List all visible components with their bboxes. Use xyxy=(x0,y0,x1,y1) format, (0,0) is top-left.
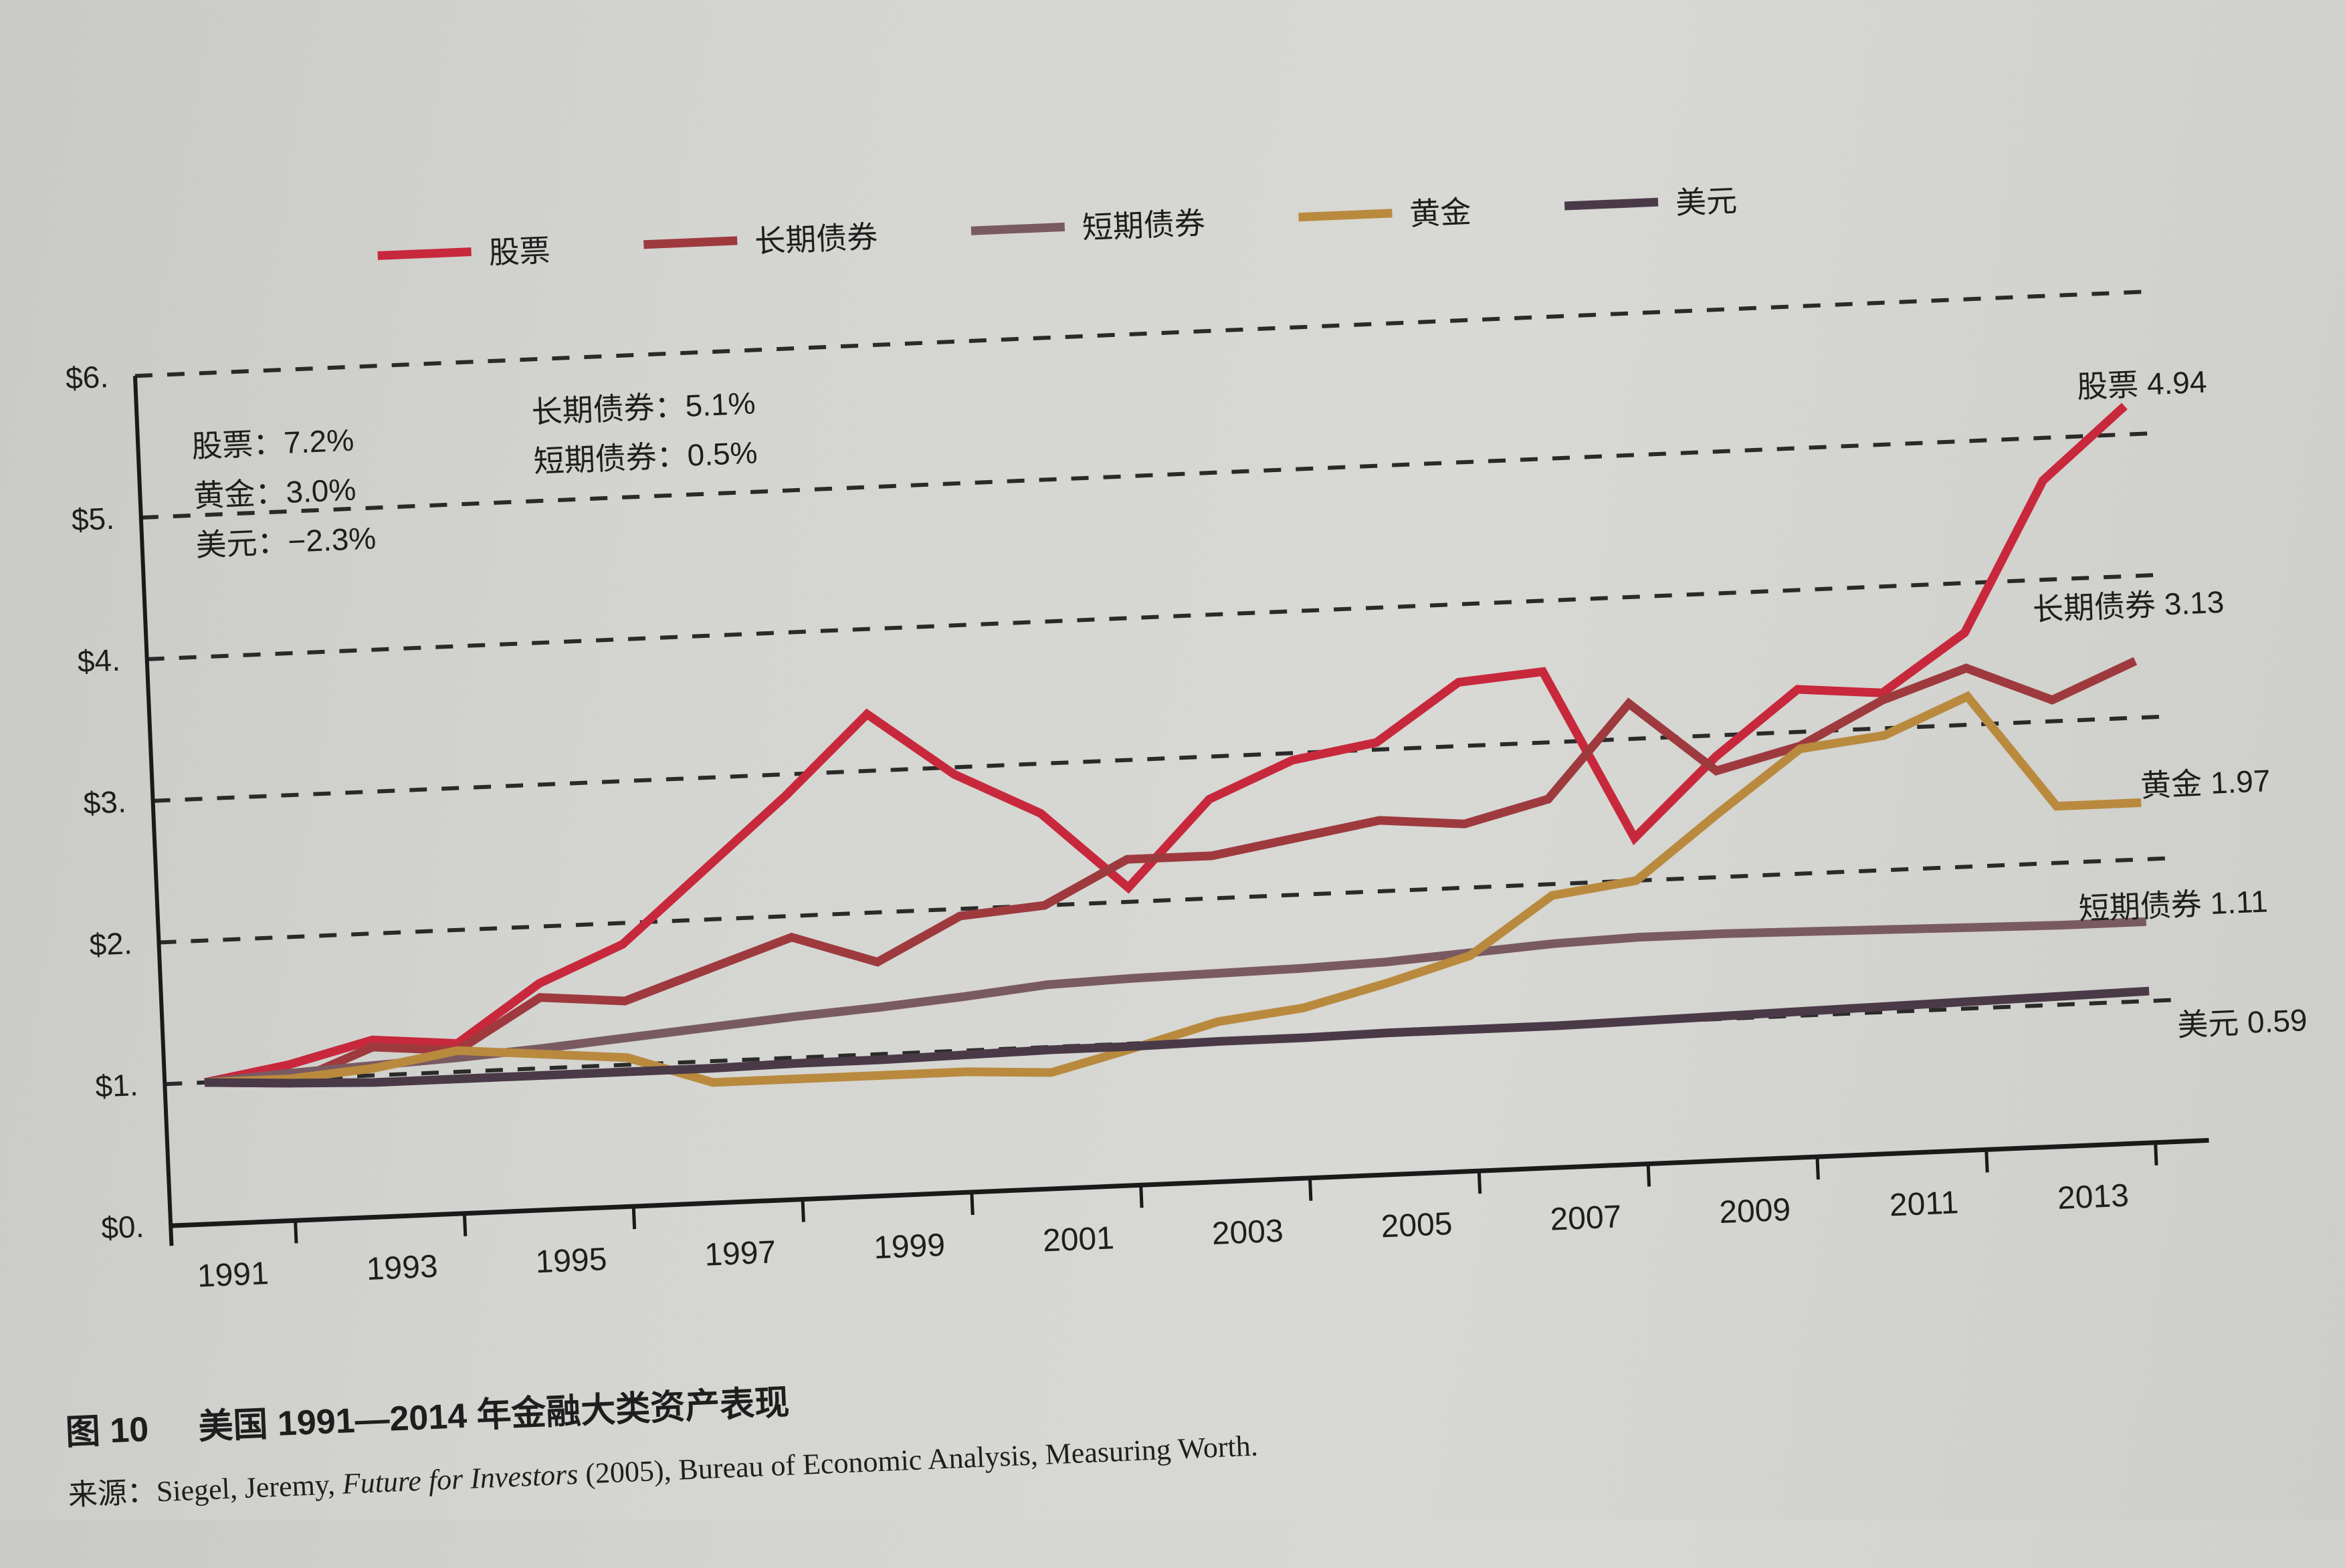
x-tick-label: 2013 xyxy=(2056,1178,2130,1216)
x-tick-label: 1993 xyxy=(365,1248,439,1287)
series-line-美元 xyxy=(205,986,2150,1088)
series-line-长期债券 xyxy=(205,657,2138,1088)
axes xyxy=(132,376,2209,1246)
x-tick-label: 2011 xyxy=(1888,1185,1960,1224)
x-tick-label: 1997 xyxy=(704,1234,777,1273)
gridlines xyxy=(134,289,2183,1087)
x-tick-label: 2007 xyxy=(1549,1199,1623,1238)
x-tick-mark xyxy=(1984,1149,1989,1173)
x-tick-label: 2003 xyxy=(1211,1213,1284,1252)
end-label-usd: 美元 0.59 xyxy=(2176,1002,2308,1043)
x-tick-mark xyxy=(462,1213,468,1236)
x-axis-line xyxy=(171,1137,2209,1228)
y-axis-line xyxy=(132,376,174,1246)
x-tick-mark xyxy=(1646,1163,1651,1187)
annotation-right: 长期债券：5.1% 短期债券：0.5% xyxy=(530,378,758,487)
x-tick-mark xyxy=(1477,1171,1482,1194)
figure-number: 图 10 xyxy=(64,1410,150,1452)
x-tick-mark xyxy=(631,1206,637,1230)
gridline xyxy=(140,431,2160,520)
series-lines xyxy=(203,403,2150,1088)
y-tick-label: $0. xyxy=(100,1208,145,1246)
x-tick-label: 2001 xyxy=(1042,1220,1115,1259)
series-line-黄金 xyxy=(204,691,2142,1087)
x-tick-label: 1991 xyxy=(196,1256,270,1295)
y-tick-label: $4. xyxy=(76,642,121,679)
annotation-gold-rate: 黄金：3.0% xyxy=(193,471,357,514)
annotation-stocks-rate: 股票：7.2% xyxy=(191,422,355,464)
annotation-long-bond-rate: 长期债券：5.1% xyxy=(530,385,756,430)
end-label-short-bonds: 短期债券 1.11 xyxy=(2077,883,2269,927)
x-tick-mark xyxy=(1139,1185,1144,1208)
y-tick-label: $3. xyxy=(82,784,127,821)
annotation-short-bond-rate: 短期债券：0.5% xyxy=(532,435,758,479)
x-tick-label: 1995 xyxy=(534,1241,608,1280)
end-label-long-bonds: 长期债券 3.13 xyxy=(2031,584,2225,627)
source-book-title: Future for Investors xyxy=(341,1457,579,1500)
x-tick-mark xyxy=(1815,1156,1820,1180)
series-line-股票 xyxy=(203,403,2128,1087)
y-tick-label: $5. xyxy=(70,500,115,538)
gridline xyxy=(159,856,2177,945)
gridline xyxy=(152,714,2172,803)
y-tick-label: $2. xyxy=(88,925,133,962)
x-tick-mark xyxy=(970,1192,975,1216)
end-label-stocks: 股票 4.94 xyxy=(2076,364,2208,405)
x-tick-label: 2005 xyxy=(1380,1206,1453,1245)
x-tick-label: 1999 xyxy=(873,1227,946,1266)
y-tick-label: $6. xyxy=(64,358,110,396)
gridline xyxy=(134,289,2154,378)
x-tick-label: 2009 xyxy=(1718,1192,1792,1231)
annotation-left: 股票：7.2% 黄金：3.0% 美元：−2.3% xyxy=(191,415,377,570)
y-tick-label: $1. xyxy=(94,1067,139,1104)
series-line-短期债券 xyxy=(204,917,2147,1087)
end-label-gold: 黄金 1.97 xyxy=(2140,763,2271,804)
gridline xyxy=(146,572,2166,661)
annotation-usd-rate: 美元：−2.3% xyxy=(195,520,377,563)
